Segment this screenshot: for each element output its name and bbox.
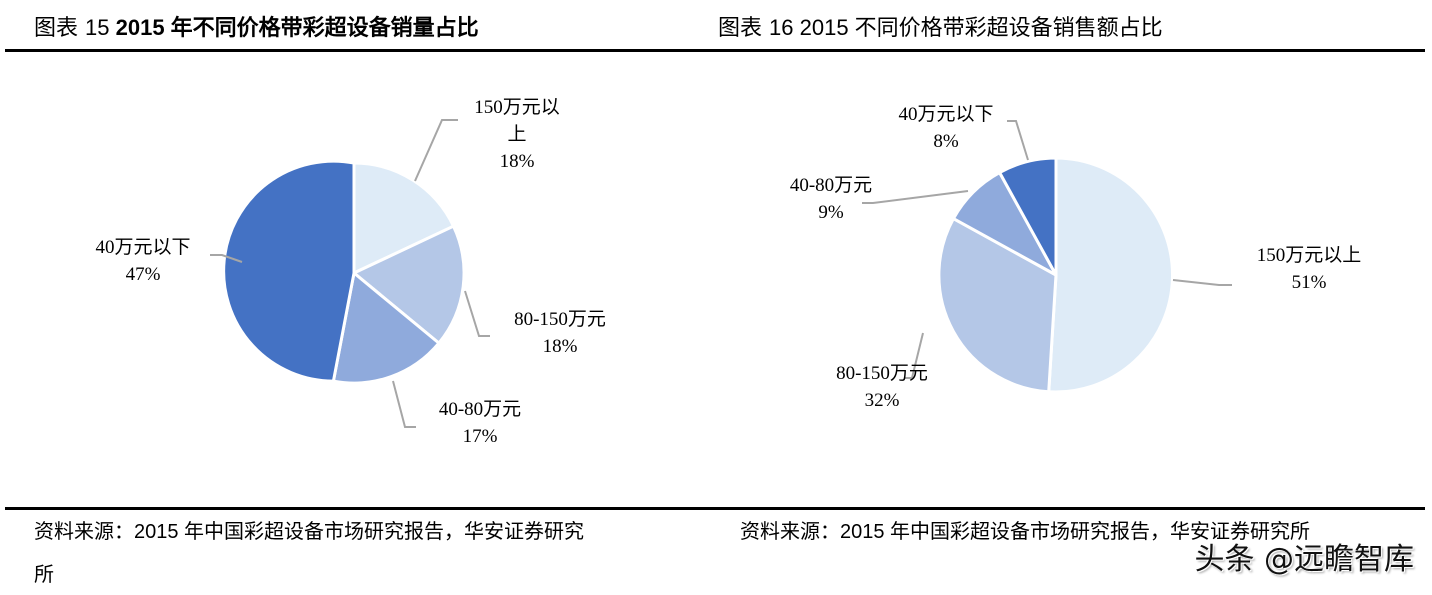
left-label-40-80: 40-80万元 17%	[425, 396, 535, 450]
right-label-below-40: 40万元以下 8%	[884, 101, 1008, 155]
left-source-line1: 资料来源：2015 年中国彩超设备市场研究报告，华安证券研究	[34, 521, 585, 543]
right-slice-below-40	[998, 156, 1058, 277]
right-label-150-plus: 150万元以上 51%	[1244, 242, 1374, 296]
left-title-text: 年不同价格带彩超设备销量占比	[164, 15, 479, 40]
left-label-below-40: 40万元以下 47%	[84, 234, 202, 288]
right-label-40-80-line1: 40-80万元	[789, 175, 873, 196]
right-label-150-plus-line1: 150万元以上	[1256, 245, 1362, 266]
left-leader-lines	[210, 119, 490, 428]
left-source-line2: 所	[34, 564, 54, 586]
left-label-150-plus: 150万元以 上 18%	[462, 94, 572, 175]
right-chart-title: 图表 16 2015 不同价格带彩超设备销售额占比	[718, 12, 1163, 45]
watermark: 头条 @远瞻智库	[1194, 542, 1414, 577]
left-title-prefix: 图表	[34, 16, 85, 41]
left-title-year: 2015	[115, 15, 165, 40]
right-label-40-80: 40-80万元 9%	[776, 172, 886, 226]
left-slice-80-150	[352, 224, 466, 345]
left-chart-title: 图表 15 2015 年不同价格带彩超设备销量占比	[34, 12, 479, 45]
top-divider	[5, 49, 1425, 52]
right-title-year: 2015	[799, 15, 849, 40]
left-label-40-80-pct: 17%	[462, 426, 498, 447]
right-leader-lines	[862, 120, 1232, 379]
right-label-80-150-line1: 80-150万元	[836, 363, 928, 384]
left-slice-below-40	[222, 159, 356, 383]
left-label-40-80-line1: 40-80万元	[438, 399, 522, 420]
right-label-150-plus-pct: 51%	[1291, 272, 1327, 293]
bottom-divider	[5, 507, 1425, 510]
left-label-80-150-line1: 80-150万元	[514, 309, 606, 330]
left-label-150-plus-pct: 18%	[499, 151, 535, 172]
left-label-150-plus-line1: 150万元以	[474, 97, 560, 118]
right-slice-80-150	[937, 217, 1058, 394]
right-label-below-40-line1: 40万元以下	[898, 104, 994, 125]
right-label-80-150-pct: 32%	[864, 390, 900, 411]
left-pie	[222, 159, 466, 385]
right-slice-150-plus	[1047, 156, 1174, 394]
right-label-80-150: 80-150万元 32%	[820, 360, 944, 414]
right-title-prefix: 图表	[718, 16, 769, 41]
right-source: 资料来源：2015 年中国彩超设备市场研究报告，华安证券研究所	[740, 521, 1311, 543]
right-title-text: 不同价格带彩超设备销售额占比	[848, 15, 1163, 40]
left-slice-150-plus	[352, 161, 455, 275]
left-title-num: 15	[85, 15, 110, 40]
right-label-40-80-pct: 9%	[818, 202, 844, 223]
left-label-80-150-pct: 18%	[542, 336, 578, 357]
left-label-below-40-pct: 47%	[125, 264, 161, 285]
right-title-num: 16	[769, 15, 794, 40]
right-label-below-40-pct: 8%	[933, 131, 959, 152]
left-label-150-plus-line2: 上	[507, 124, 527, 145]
left-label-80-150: 80-150万元 18%	[498, 306, 622, 360]
right-pie	[937, 156, 1174, 394]
left-slice-40-80	[331, 271, 441, 385]
left-label-below-40-line1: 40万元以下	[95, 237, 191, 258]
